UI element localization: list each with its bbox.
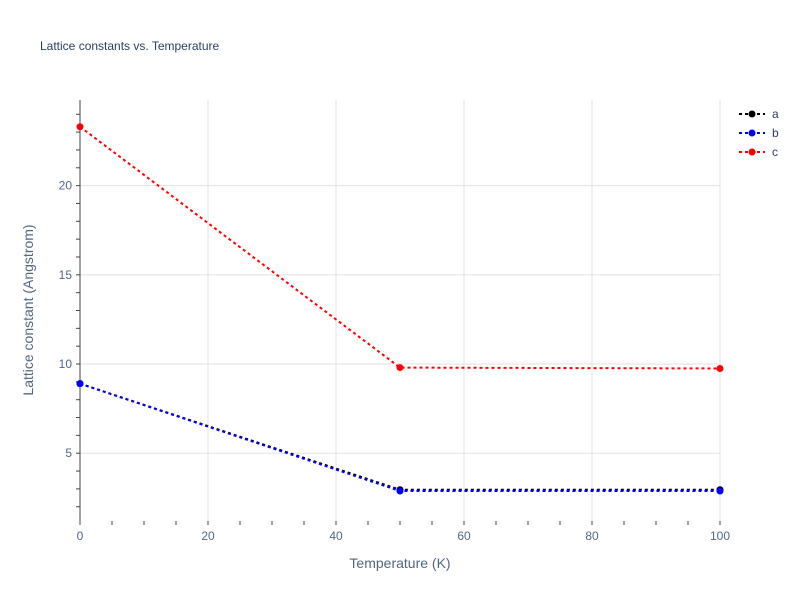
series-layer bbox=[76, 123, 724, 495]
series-point-c bbox=[76, 123, 84, 131]
legend-label-c: c bbox=[772, 145, 778, 159]
legend-marker-c bbox=[748, 148, 756, 156]
grid-layer bbox=[80, 100, 721, 521]
legend-marker-b bbox=[748, 129, 756, 137]
x-tick-label: 60 bbox=[457, 529, 471, 543]
series-point-b bbox=[396, 487, 404, 495]
series-point-b bbox=[76, 380, 84, 388]
y-tick-label: 5 bbox=[65, 446, 72, 460]
series-point-b bbox=[716, 487, 724, 495]
x-tick-label: 0 bbox=[77, 529, 84, 543]
legend-marker-a bbox=[748, 110, 756, 118]
legend-label-a: a bbox=[772, 107, 779, 121]
chart-title: Lattice constants vs. Temperature bbox=[40, 39, 220, 53]
series-line-c bbox=[79, 125, 721, 370]
y-tick-label: 10 bbox=[59, 357, 73, 371]
tick-layer: 0 20 40 60 80 100 5 10 15 20 bbox=[59, 113, 730, 543]
series-point-c bbox=[396, 364, 404, 372]
y-tick-label: 20 bbox=[59, 179, 73, 193]
x-tick-label: 40 bbox=[329, 529, 343, 543]
series-point-c bbox=[716, 364, 724, 372]
x-axis-title: Temperature (K) bbox=[349, 555, 450, 571]
legend-label-b: b bbox=[772, 126, 779, 140]
legend: abc bbox=[739, 107, 779, 159]
y-axis-title: Lattice constant (Angstrom) bbox=[20, 224, 36, 395]
x-tick-label: 20 bbox=[201, 529, 215, 543]
y-tick-label: 15 bbox=[59, 268, 73, 282]
x-tick-label: 100 bbox=[710, 529, 730, 543]
x-tick-label: 80 bbox=[585, 529, 599, 543]
